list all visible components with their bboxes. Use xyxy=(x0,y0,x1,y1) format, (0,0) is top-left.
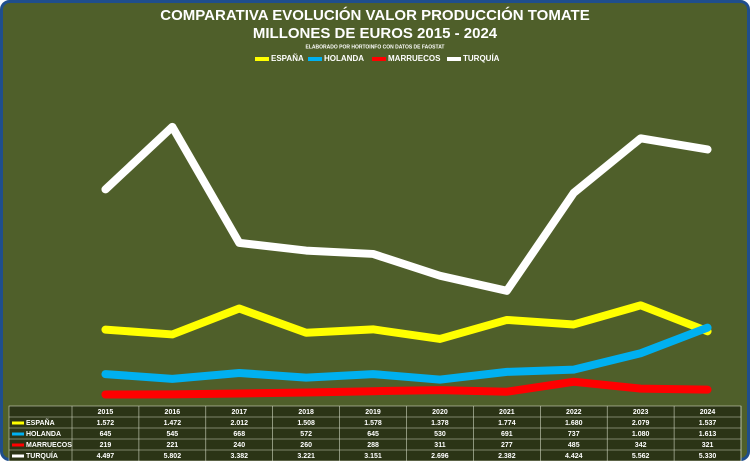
table-cell: 2.382 xyxy=(498,453,516,460)
table-cell: 2.696 xyxy=(431,453,449,460)
table-cell: 572 xyxy=(300,431,312,438)
legend-label: TURQUÍA xyxy=(463,54,500,63)
table-cell: 1.578 xyxy=(364,420,382,427)
table-cell: 1.680 xyxy=(565,420,583,427)
table-cell: 1.472 xyxy=(164,420,182,427)
table-cell: 1.572 xyxy=(97,420,115,427)
table-cell: 2.012 xyxy=(230,420,248,427)
table-cell: 691 xyxy=(501,431,513,438)
table-cell: 668 xyxy=(233,431,245,438)
table-cell: 1.613 xyxy=(699,431,717,438)
table-cell: 3.382 xyxy=(230,453,248,460)
x-tick-label: 2020 xyxy=(432,409,448,416)
table-cell: 5.802 xyxy=(164,453,182,460)
table-cell: 645 xyxy=(367,431,379,438)
x-tick-label: 2021 xyxy=(499,409,515,416)
chart-subtitle: ELABORADO POR HORTOINFO CON DATOS DE FAO… xyxy=(306,44,445,50)
table-cell: 321 xyxy=(702,442,714,449)
table-row-label: TURQUÍA xyxy=(26,451,58,460)
chart-title: MILLONES DE EUROS 2015 - 2024 xyxy=(253,25,498,42)
table-cell: 545 xyxy=(167,431,179,438)
table-cell: 1.537 xyxy=(699,420,717,427)
table-cell: 1.508 xyxy=(297,420,315,427)
chart-title: COMPARATIVA EVOLUCIÓN VALOR PRODUCCIÓN T… xyxy=(160,6,589,24)
table-row-label: ESPAÑA xyxy=(26,418,55,427)
series-line xyxy=(101,377,712,399)
legend-label: ESPAÑA xyxy=(271,54,304,63)
table-cell: 288 xyxy=(367,442,379,449)
table-cell: 4.497 xyxy=(97,453,115,460)
table-cell: 219 xyxy=(100,442,112,449)
table-cell: 485 xyxy=(568,442,580,449)
x-tick-label: 2017 xyxy=(231,409,247,416)
table-cell: 5.330 xyxy=(699,453,717,460)
table-cell: 4.424 xyxy=(565,453,583,460)
legend-label: MARRUECOS xyxy=(388,54,441,63)
table-cell: 342 xyxy=(635,442,647,449)
x-tick-label: 2019 xyxy=(365,409,381,416)
table-bg xyxy=(8,405,742,461)
table-cell: 2.079 xyxy=(632,420,650,427)
x-tick-label: 2015 xyxy=(98,409,114,416)
x-tick-label: 2016 xyxy=(165,409,181,416)
x-tick-label: 2023 xyxy=(633,409,649,416)
series-line xyxy=(101,122,712,295)
table-cell: 1.080 xyxy=(632,431,650,438)
x-tick-label: 2024 xyxy=(700,409,716,416)
table-cell: 260 xyxy=(300,442,312,449)
x-tick-label: 2018 xyxy=(298,409,314,416)
table-cell: 1.378 xyxy=(431,420,449,427)
series-line xyxy=(101,323,712,384)
table-cell: 3.151 xyxy=(364,453,382,460)
table-cell: 277 xyxy=(501,442,513,449)
x-tick-label: 2022 xyxy=(566,409,582,416)
table-cell: 240 xyxy=(233,442,245,449)
table-cell: 737 xyxy=(568,431,580,438)
table-row-label: HOLANDA xyxy=(26,431,61,438)
table-cell: 645 xyxy=(100,431,112,438)
table-cell: 530 xyxy=(434,431,446,438)
table-cell: 311 xyxy=(434,442,445,449)
table-cell: 221 xyxy=(167,442,179,449)
table-cell: 1.774 xyxy=(498,420,516,427)
table-row-label: MARRUECOS xyxy=(26,442,72,449)
table-cell: 5.562 xyxy=(632,453,650,460)
legend-label: HOLANDA xyxy=(324,54,364,63)
table-cell: 3.221 xyxy=(297,453,315,460)
series-line xyxy=(101,301,712,343)
